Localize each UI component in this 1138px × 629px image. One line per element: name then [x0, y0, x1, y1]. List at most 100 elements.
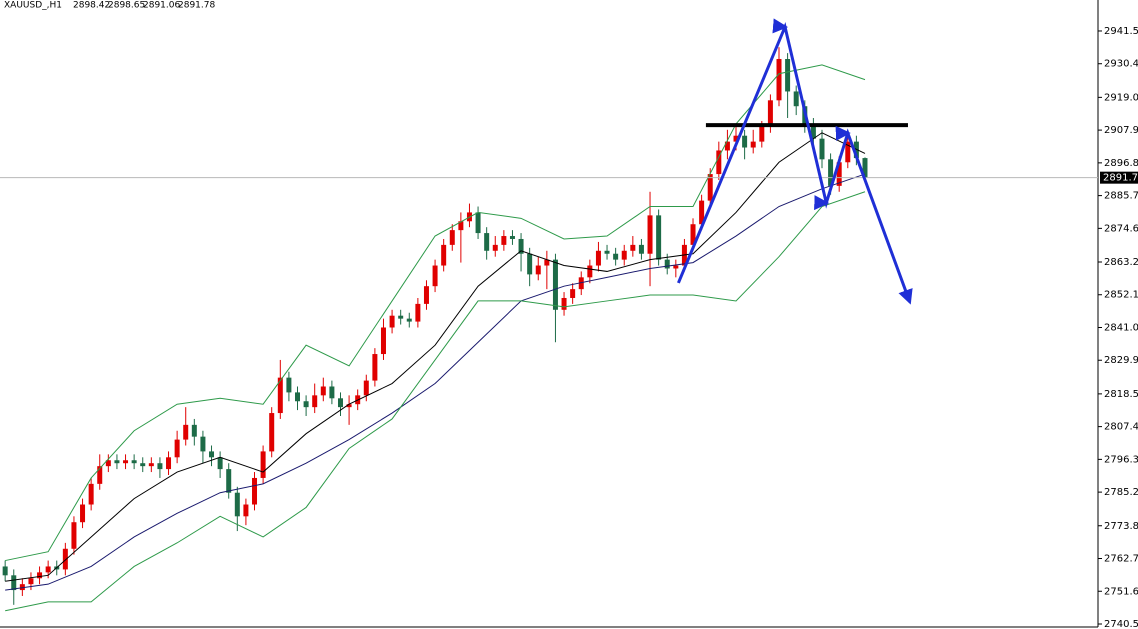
candle-body	[217, 457, 223, 470]
candle-body	[415, 303, 421, 322]
candle-body	[346, 404, 352, 408]
candle-body	[819, 138, 825, 160]
indicator-line	[5, 64, 866, 562]
candle-body	[363, 380, 369, 396]
candle-body	[389, 315, 395, 328]
candle-body	[406, 318, 412, 322]
candle-body	[724, 141, 730, 151]
candle-body	[647, 215, 653, 254]
candle-body	[140, 463, 146, 467]
candle-body	[88, 483, 94, 505]
indicator-line	[5, 173, 866, 591]
candle-body	[484, 233, 490, 251]
y-tick-label: 2818.50	[1104, 389, 1138, 400]
candle-body	[157, 463, 163, 470]
y-tick-label: 2919.00	[1104, 92, 1138, 103]
candle-body	[114, 460, 120, 464]
candle-body	[587, 265, 593, 278]
candle-body	[234, 492, 240, 517]
candle-body	[699, 200, 705, 225]
y-tick-label: 2941.50	[1104, 26, 1138, 37]
candle-body	[200, 436, 206, 452]
candle-body	[578, 277, 584, 290]
candle-body	[690, 224, 696, 245]
y-tick-label: 2896.80	[1104, 158, 1138, 169]
y-tick-label: 2762.70	[1104, 554, 1138, 565]
y-tick-label: 2829.90	[1104, 355, 1138, 366]
candle-body	[131, 460, 137, 464]
candle-body	[475, 212, 481, 234]
candle-body	[767, 100, 773, 127]
candle-body	[742, 135, 748, 148]
y-tick-label: 2874.60	[1104, 223, 1138, 234]
y-tick-label: 2907.90	[1104, 125, 1138, 136]
candle-body	[630, 244, 636, 251]
candle-body	[432, 265, 438, 287]
candle-body	[80, 504, 86, 523]
candle-body	[97, 466, 103, 484]
candle-body	[527, 253, 533, 275]
candle-body	[544, 259, 550, 266]
candle-body	[166, 457, 172, 470]
candle-body	[759, 126, 765, 142]
candle-body	[380, 327, 386, 355]
candle-body	[785, 59, 791, 92]
ohlc-high: 2898.65	[108, 1, 145, 11]
candle-body	[535, 265, 541, 275]
candle-body	[561, 297, 567, 310]
candle-body	[226, 469, 232, 493]
candle-body	[793, 91, 799, 107]
y-tick-label: 2751.60	[1104, 586, 1138, 597]
candle-body	[71, 522, 77, 549]
candle-body	[243, 504, 249, 517]
y-tick-label: 2796.30	[1104, 454, 1138, 465]
candle-body	[733, 135, 739, 142]
candle-body	[776, 59, 782, 101]
candle-body	[638, 244, 644, 254]
candle-body	[716, 150, 722, 175]
candle-body	[45, 566, 51, 573]
candle-body	[123, 460, 129, 464]
y-tick-label: 2841.00	[1104, 322, 1138, 333]
y-tick-label: 2852.10	[1104, 290, 1138, 301]
candle-body	[269, 413, 275, 452]
candle-body	[501, 236, 507, 245]
ohlc-close: 2891.78	[178, 1, 215, 11]
candle-body	[277, 377, 283, 414]
candle-body	[673, 265, 679, 269]
candle-body	[398, 315, 404, 319]
candle-body	[252, 477, 258, 505]
symbol: XAUUSD_,H1	[4, 1, 62, 11]
candle-body	[509, 236, 515, 239]
candle-body	[2, 566, 8, 576]
candle-body	[191, 424, 197, 437]
indicator-line	[5, 191, 866, 612]
y-tick-label: 2863.20	[1104, 257, 1138, 268]
candle-body	[423, 286, 429, 304]
y-tick-label: 2740.50	[1104, 619, 1138, 629]
candle-body	[148, 463, 154, 467]
candle-body	[295, 392, 301, 402]
candle-body	[492, 244, 498, 251]
indicator-line	[5, 132, 866, 582]
candle-body	[707, 174, 713, 201]
candle-body	[621, 250, 627, 260]
last-price-box	[1100, 171, 1138, 184]
candle-body	[750, 141, 756, 148]
candle-body	[372, 354, 378, 381]
candle-body	[37, 572, 43, 579]
candle-body	[62, 548, 68, 570]
ohlc-open: 2898.42	[73, 1, 110, 11]
ohlc-low: 2891.06	[143, 1, 180, 11]
candle-body	[11, 575, 17, 591]
candle-body	[656, 215, 662, 260]
candle-body	[604, 250, 610, 254]
last-price-label: 2891.78	[1103, 173, 1138, 184]
y-tick-label: 2773.80	[1104, 521, 1138, 532]
candle-body	[458, 221, 464, 231]
candle-body	[183, 424, 189, 440]
candle-body	[320, 386, 326, 396]
candle-body	[595, 250, 601, 266]
